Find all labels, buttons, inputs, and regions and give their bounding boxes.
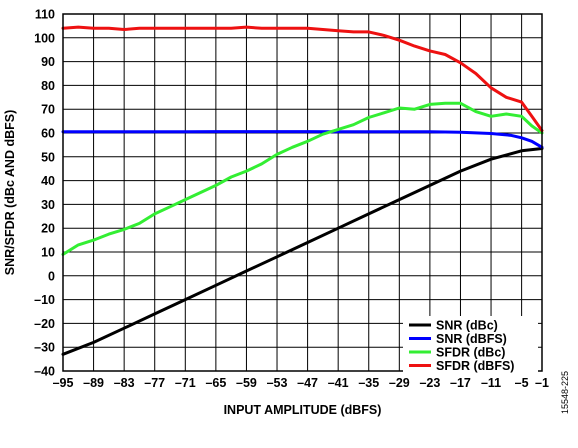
x-tick-label: –35	[358, 376, 379, 390]
y-tick-label: 50	[41, 150, 55, 164]
x-tick-label: –17	[450, 376, 471, 390]
series-line-sfdr-dbfs	[61, 25, 544, 133]
plot-frame	[62, 13, 543, 372]
series-lines	[61, 25, 544, 356]
y-tick-label: –20	[34, 317, 55, 331]
x-tick-label: –59	[236, 376, 257, 390]
y-tick-label: 100	[34, 31, 55, 45]
y-tick-label: –40	[34, 365, 55, 379]
y-tick-label: 60	[41, 127, 55, 141]
x-tick-label: –5	[515, 376, 529, 390]
x-tick-label: –47	[297, 376, 318, 390]
y-tick-label: 10	[41, 246, 55, 260]
legend: SNR (dBc)SNR (dBFS)SFDR (dBc)SFDR (dBFS)	[403, 316, 538, 376]
y-tick-label: 20	[41, 222, 55, 236]
y-tick-label: 70	[41, 103, 55, 117]
x-tick-labels: –95 –89 –83 –77 –71 –65 –59 –53 –47 –41 –35 –29 –23–…	[53, 376, 549, 390]
y-tick-label: 30	[41, 198, 55, 212]
x-tick-label: –89	[83, 376, 104, 390]
series-line-snr-dbfs	[61, 130, 544, 149]
legend-label-snr-dbfs: SNR (dBFS)	[436, 332, 507, 346]
x-tick-label: –41	[328, 376, 349, 390]
x-tick-label: –65	[205, 376, 226, 390]
x-tick-label: –71	[175, 376, 196, 390]
y-tick-label: 110	[35, 8, 55, 22]
y-tick-label: 80	[41, 79, 55, 93]
legend-label-sfdr-dbfs: SFDR (dBFS)	[436, 359, 514, 373]
y-tick-label: 0	[48, 269, 55, 283]
x-tick-label: –83	[114, 376, 135, 390]
legend-label-snr-dbc: SNR (dBc)	[436, 319, 498, 333]
x-tick-label: –1	[535, 376, 549, 390]
x-tick-label: –95	[53, 376, 74, 390]
y-tick-label: –10	[34, 293, 55, 307]
series-line-snr-dbc	[61, 147, 544, 356]
y-tick-label: 90	[41, 55, 55, 69]
y-tick-label: 40	[41, 174, 55, 188]
x-axis-title: INPUT AMPLITUDE (dBFS)	[224, 403, 382, 417]
x-tick-label: –77	[144, 376, 165, 390]
x-tick-label: –11	[481, 376, 501, 390]
x-tick-label: –29	[389, 376, 410, 390]
legend-label-sfdr-dbc: SFDR (dBc)	[436, 346, 505, 360]
series-line-sfdr-dbc	[61, 101, 544, 256]
y-tick-labels: –40 –30 –20 –10 0 10 20 30 40 50 60 70 80 90 100 110	[34, 8, 55, 379]
x-tick-label: –23	[419, 376, 440, 390]
figure-id: 15548-225	[560, 371, 570, 414]
y-tick-label: –30	[34, 341, 55, 355]
y-axis-title: SNR/SFDR (dBc AND dBFS)	[3, 110, 17, 276]
x-tick-label: –53	[267, 376, 288, 390]
